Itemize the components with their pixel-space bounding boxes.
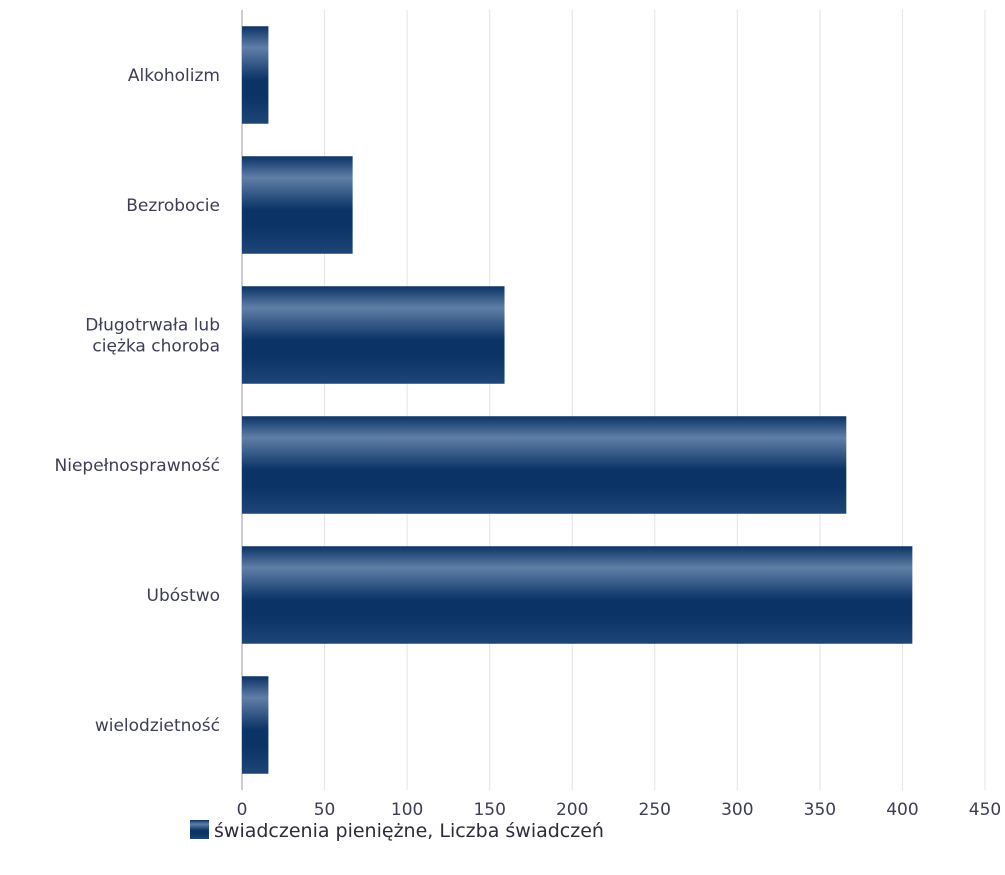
x-tick-label: 0 xyxy=(237,800,248,820)
legend-label: świadczenia pieniężne, Liczba świadczeń xyxy=(214,820,604,842)
x-tick-label: 350 xyxy=(804,800,836,820)
x-tick-label: 400 xyxy=(886,800,918,820)
bars xyxy=(242,26,913,774)
x-tick-label: 450 xyxy=(969,800,1001,820)
x-tick-label: 300 xyxy=(721,800,753,820)
x-tick-label: 200 xyxy=(556,800,588,820)
category-labels: Alkoholizm Bezrobocie Długotrwała lubciężk… xyxy=(55,66,221,736)
x-tick-label: 50 xyxy=(314,800,336,820)
bar xyxy=(242,416,847,514)
category-label: Ubóstwo xyxy=(147,586,220,606)
grid-lines xyxy=(241,10,986,790)
category-label: Bezrobocie xyxy=(126,196,220,216)
x-tick-label: 250 xyxy=(639,800,671,820)
x-tick-labels: 0 50 100 150 200 250 300 350 400 450 xyxy=(237,800,1002,820)
bar xyxy=(242,546,913,644)
legend-swatch xyxy=(190,820,209,839)
category-label: Niepełnosprawność xyxy=(55,456,221,476)
category-label: ciężka choroba xyxy=(92,337,220,357)
category-label: Długotrwała lub xyxy=(85,316,220,336)
bar xyxy=(242,676,269,774)
bar xyxy=(242,286,505,384)
x-tick-label: 100 xyxy=(391,800,423,820)
x-tick-label: 150 xyxy=(473,800,505,820)
category-label: wielodzietność xyxy=(95,716,220,736)
category-label: Alkoholizm xyxy=(128,66,220,86)
bar xyxy=(242,26,269,124)
legend: świadczenia pieniężne, Liczba świadczeń xyxy=(190,820,604,842)
bar xyxy=(242,156,353,254)
